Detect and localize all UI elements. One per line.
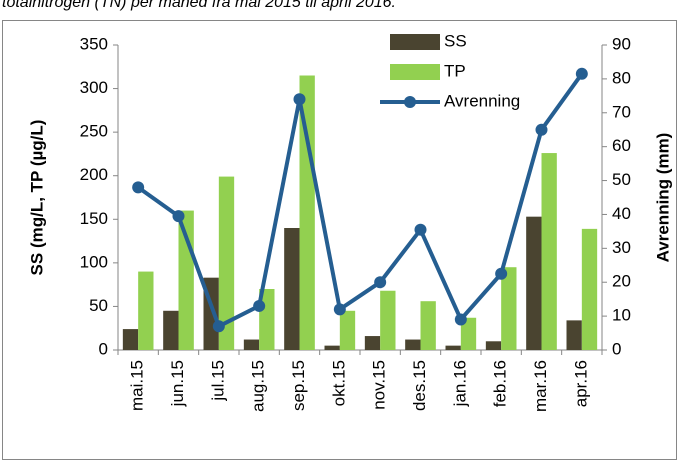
line-point xyxy=(293,93,306,106)
bar xyxy=(299,75,315,350)
y2-tick-label: 70 xyxy=(612,102,631,121)
bar xyxy=(581,228,598,350)
line-point xyxy=(575,67,588,80)
x-tick-label: mar.16 xyxy=(531,360,550,412)
line-point xyxy=(374,276,387,289)
bar xyxy=(324,345,340,350)
y2-tick-label: 90 xyxy=(612,34,631,53)
chart-frame xyxy=(2,20,677,460)
caption: totalnitrogen (TN) per måned fra mai 201… xyxy=(2,0,396,11)
legend-swatch xyxy=(390,64,440,80)
bar xyxy=(122,329,139,350)
bar xyxy=(364,336,381,350)
bar xyxy=(541,153,557,350)
y2-tick-label: 80 xyxy=(612,68,631,87)
bar xyxy=(138,271,154,350)
line-point xyxy=(172,210,185,223)
bar xyxy=(218,176,235,350)
x-tick-label: okt.15 xyxy=(329,360,348,406)
x-tick-label: jun.15 xyxy=(168,360,187,407)
y2-tick-label: 0 xyxy=(612,339,621,358)
line-point xyxy=(253,299,266,312)
bar xyxy=(501,267,517,350)
bar xyxy=(380,290,396,350)
bar xyxy=(284,228,300,350)
legend-swatch xyxy=(390,34,440,50)
y-tick-label: 250 xyxy=(80,122,108,141)
bar xyxy=(243,339,260,350)
x-tick-label: apr.16 xyxy=(571,360,590,407)
line-point xyxy=(495,267,508,280)
x-tick-label: des.15 xyxy=(410,360,429,411)
legend-label: TP xyxy=(444,61,466,80)
y-tick-label: 350 xyxy=(80,34,108,53)
legend-label: Avrenning xyxy=(444,91,520,110)
y-tick-label: 150 xyxy=(80,209,108,228)
y-tick-label: 300 xyxy=(80,78,108,97)
y2-tick-label: 60 xyxy=(612,136,631,155)
line-point xyxy=(212,320,225,333)
bar xyxy=(485,341,502,350)
x-tick-label: nov.15 xyxy=(370,360,389,410)
y-tick-label: 100 xyxy=(80,252,108,271)
x-tick-label: sep.15 xyxy=(289,360,308,411)
x-tick-label: mai.15 xyxy=(128,360,147,411)
line-point xyxy=(414,223,427,236)
line-point xyxy=(333,303,346,316)
line-point xyxy=(132,181,145,194)
line-point xyxy=(454,313,467,326)
x-tick-label: aug.15 xyxy=(249,360,268,412)
bar xyxy=(420,301,436,350)
bar xyxy=(460,317,477,350)
bar xyxy=(163,310,179,350)
x-tick-label: jan.16 xyxy=(450,360,469,407)
y2-tick-label: 10 xyxy=(612,306,631,325)
line-point xyxy=(535,123,548,136)
y2-axis-label: Avrenning (mm) xyxy=(653,133,672,263)
y2-tick-label: 30 xyxy=(612,238,631,257)
y-tick-label: 50 xyxy=(89,296,108,315)
y2-tick-label: 40 xyxy=(612,204,631,223)
bar xyxy=(405,339,421,350)
y2-tick-label: 50 xyxy=(612,170,631,189)
bar xyxy=(339,310,356,350)
y2-tick-label: 20 xyxy=(612,272,631,291)
bar xyxy=(566,320,582,350)
line xyxy=(137,72,584,330)
y-tick-label: 0 xyxy=(99,339,108,358)
legend-label: SS xyxy=(444,31,467,50)
legend-swatch xyxy=(404,96,416,108)
bar xyxy=(445,345,461,350)
y-tick-label: 200 xyxy=(80,165,108,184)
x-tick-label: jul.15 xyxy=(208,360,227,402)
y-axis-label: SS (mg/L, TP (µg/L) xyxy=(27,120,46,276)
x-tick-label: feb.16 xyxy=(491,360,510,407)
bar xyxy=(526,216,542,350)
